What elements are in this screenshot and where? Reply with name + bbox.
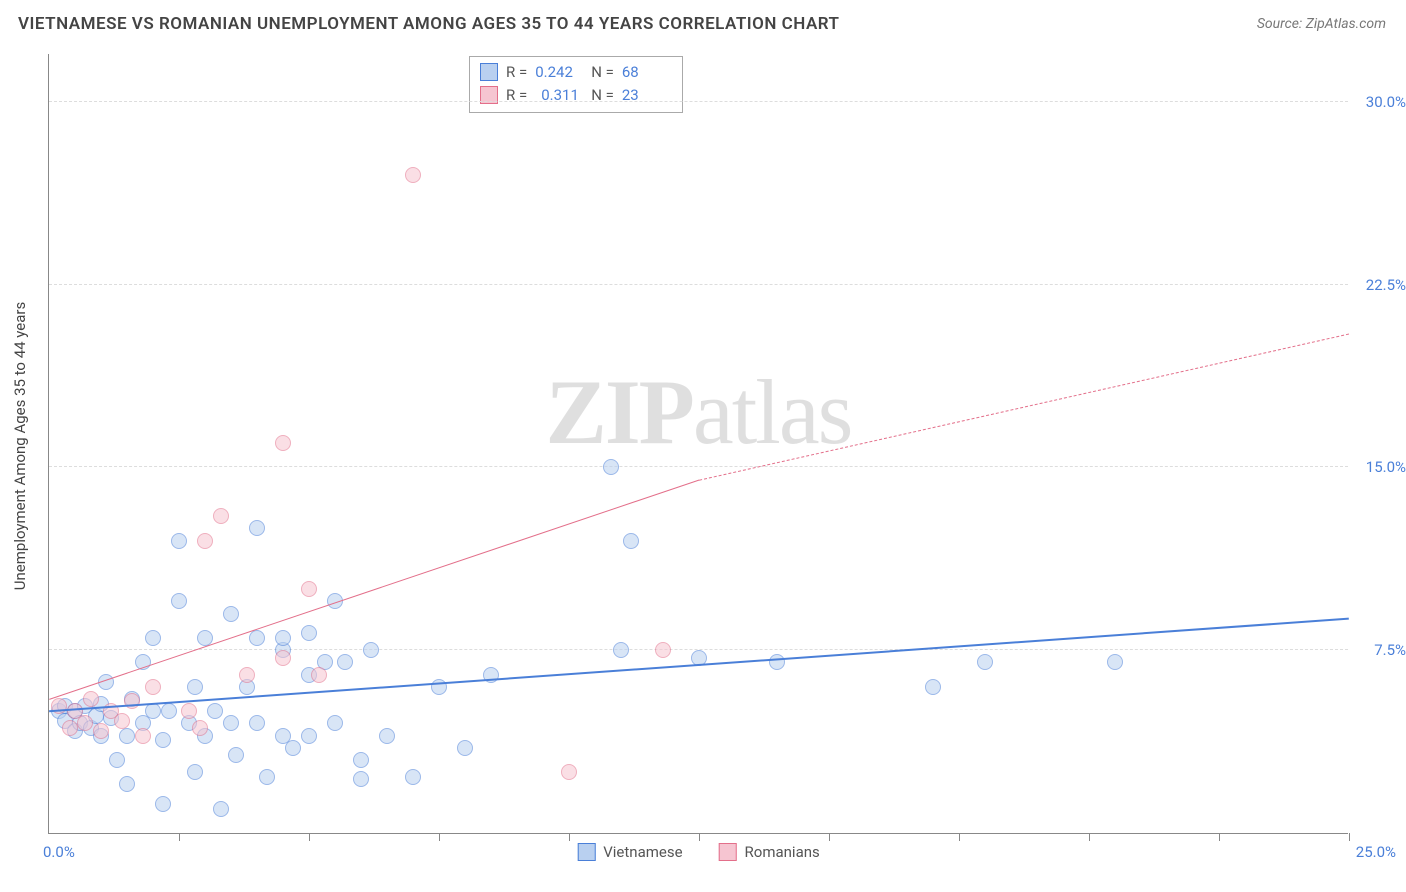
data-point [353, 752, 369, 768]
legend-item-romanians: Romanians [719, 843, 820, 861]
data-point [119, 776, 135, 792]
data-point [925, 679, 941, 695]
x-tick [1349, 833, 1350, 841]
data-point [228, 747, 244, 763]
data-point [613, 642, 629, 658]
data-point [311, 667, 327, 683]
data-point [223, 715, 239, 731]
data-point [301, 581, 317, 597]
data-point [223, 606, 239, 622]
data-point [301, 728, 317, 744]
data-point [623, 533, 639, 549]
chart-title: VIETNAMESE VS ROMANIAN UNEMPLOYMENT AMON… [18, 14, 840, 34]
data-point [181, 703, 197, 719]
data-point [769, 654, 785, 670]
x-tick [829, 833, 830, 841]
data-point [239, 667, 255, 683]
data-point [379, 728, 395, 744]
watermark: ZIPatlas [546, 359, 852, 465]
x-tick [439, 833, 440, 841]
gridline [49, 466, 1348, 467]
x-max-label: 25.0% [1356, 843, 1396, 861]
data-point [109, 752, 125, 768]
data-point [249, 715, 265, 731]
trend-line [49, 479, 699, 699]
x-tick [1219, 833, 1220, 841]
data-point [207, 703, 223, 719]
data-point [171, 533, 187, 549]
source-credit: Source: ZipAtlas.com [1257, 16, 1386, 32]
data-point [275, 435, 291, 451]
y-tick-label: 30.0% [1366, 93, 1406, 111]
data-point [155, 732, 171, 748]
scatter-plot: ZIPatlas R = 0.242 N = 68 R = 0.311 N = … [48, 54, 1348, 834]
stats-row-vietnamese: R = 0.242 N = 68 [480, 61, 670, 84]
data-point [135, 728, 151, 744]
data-point [363, 642, 379, 658]
x-tick [1089, 833, 1090, 841]
data-point [119, 728, 135, 744]
data-point [249, 630, 265, 646]
data-point [977, 654, 993, 670]
data-point [83, 691, 99, 707]
data-point [187, 764, 203, 780]
data-point [327, 715, 343, 731]
x-tick [309, 833, 310, 841]
stats-legend-box: R = 0.242 N = 68 R = 0.311 N = 23 [469, 56, 683, 113]
data-point [603, 459, 619, 475]
data-point [249, 520, 265, 536]
x-origin-label: 0.0% [43, 843, 75, 861]
data-point [77, 715, 93, 731]
y-tick-label: 22.5% [1366, 276, 1406, 294]
data-point [561, 764, 577, 780]
data-point [655, 642, 671, 658]
swatch-vietnamese [480, 63, 498, 81]
data-point [1107, 654, 1123, 670]
data-point [192, 720, 208, 736]
stats-row-romanians: R = 0.311 N = 23 [480, 84, 670, 107]
gridline [49, 101, 1348, 102]
data-point [114, 713, 130, 729]
data-point [405, 167, 421, 183]
data-point [353, 771, 369, 787]
data-point [213, 801, 229, 817]
x-tick [569, 833, 570, 841]
data-point [405, 769, 421, 785]
trend-line [699, 333, 1349, 480]
data-point [275, 650, 291, 666]
legend-item-vietnamese: Vietnamese [577, 843, 682, 861]
data-point [93, 723, 109, 739]
x-tick [179, 833, 180, 841]
data-point [171, 593, 187, 609]
data-point [155, 796, 171, 812]
y-tick-label: 7.5% [1374, 641, 1406, 659]
data-point [145, 703, 161, 719]
x-tick [959, 833, 960, 841]
data-point [124, 693, 140, 709]
data-point [285, 740, 301, 756]
data-point [457, 740, 473, 756]
data-point [197, 533, 213, 549]
bottom-legend: Vietnamese Romanians [577, 843, 820, 861]
x-tick [699, 833, 700, 841]
gridline [49, 284, 1348, 285]
data-point [187, 679, 203, 695]
data-point [301, 625, 317, 641]
data-point [259, 769, 275, 785]
data-point [161, 703, 177, 719]
swatch-romanians-icon [719, 843, 737, 861]
y-tick-label: 15.0% [1366, 458, 1406, 476]
data-point [145, 630, 161, 646]
data-point [213, 508, 229, 524]
data-point [337, 654, 353, 670]
data-point [62, 720, 78, 736]
swatch-vietnamese-icon [577, 843, 595, 861]
y-axis-label: Unemployment Among Ages 35 to 44 years [11, 146, 29, 746]
data-point [145, 679, 161, 695]
data-point [275, 630, 291, 646]
